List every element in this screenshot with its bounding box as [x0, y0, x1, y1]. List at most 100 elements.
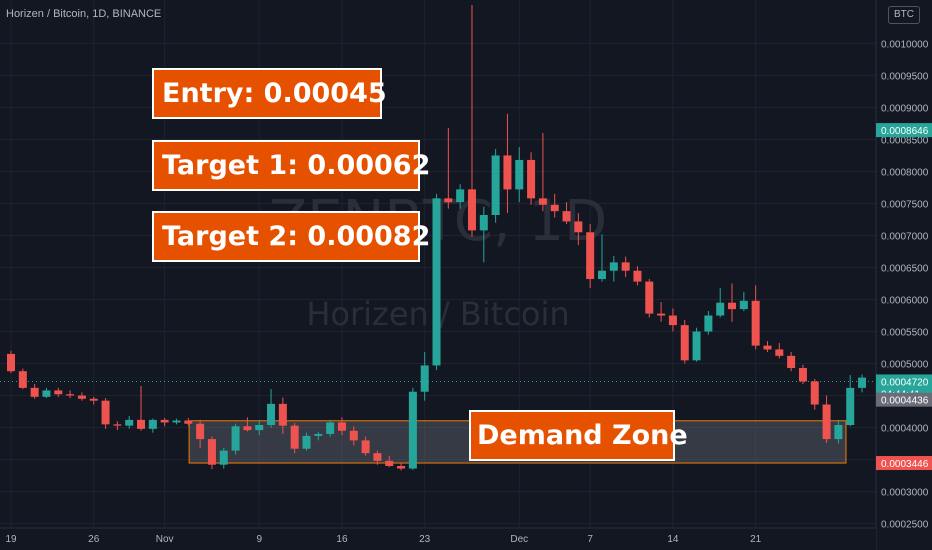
candle-body[interactable]: [763, 345, 772, 350]
candle-body[interactable]: [515, 159, 524, 190]
candle-body[interactable]: [137, 419, 146, 429]
candle-body[interactable]: [148, 419, 157, 429]
candle-body[interactable]: [858, 377, 867, 388]
candle-body[interactable]: [373, 453, 382, 461]
candle-body[interactable]: [243, 426, 252, 431]
candle-body[interactable]: [491, 155, 500, 215]
candle-body[interactable]: [621, 262, 630, 271]
candle-body[interactable]: [751, 300, 760, 346]
candle-body[interactable]: [503, 155, 512, 190]
time-tick-label: 16: [336, 534, 348, 545]
candle-body[interactable]: [160, 419, 169, 423]
candle-body[interactable]: [668, 315, 677, 326]
candle-body[interactable]: [479, 215, 488, 231]
price-tick-label: 0.0004000: [881, 424, 929, 435]
price-tick-label: 0.0009500: [881, 71, 929, 82]
candle-body[interactable]: [278, 403, 287, 426]
candle-body[interactable]: [586, 232, 595, 280]
price-tick-label: 0.0005500: [881, 328, 929, 339]
candle-body[interactable]: [432, 198, 441, 366]
candle-body[interactable]: [18, 371, 27, 388]
candle-body[interactable]: [349, 430, 358, 441]
candle-body[interactable]: [385, 460, 394, 466]
time-tick-label: 9: [256, 534, 262, 545]
target-1-annotation[interactable]: Target 1: 0.00062: [152, 140, 430, 191]
candle-body[interactable]: [775, 349, 784, 356]
candle-body[interactable]: [290, 425, 299, 449]
price-tick-label: 0.0006500: [881, 264, 929, 275]
candle-body[interactable]: [77, 395, 86, 399]
candle-body[interactable]: [314, 433, 323, 436]
candle-body[interactable]: [527, 159, 536, 199]
candle-body[interactable]: [397, 465, 406, 469]
candle-body[interactable]: [207, 439, 216, 465]
target-2-annotation[interactable]: Target 2: 0.00082: [152, 211, 430, 262]
candle-body[interactable]: [704, 315, 713, 332]
candle-body[interactable]: [361, 440, 370, 454]
candle-body[interactable]: [196, 423, 205, 440]
candle-body[interactable]: [798, 368, 807, 382]
candle-body[interactable]: [609, 262, 618, 271]
candle-body[interactable]: [113, 424, 122, 426]
price-tick-label: 0.0007000: [881, 231, 929, 242]
candle-body[interactable]: [267, 403, 276, 425]
candle-body[interactable]: [42, 390, 51, 397]
candle-body[interactable]: [822, 404, 831, 440]
candle-body[interactable]: [184, 420, 193, 424]
time-axis[interactable]: [0, 528, 876, 550]
candle-body[interactable]: [7, 353, 15, 372]
candle-body[interactable]: [30, 387, 39, 397]
currency-badge[interactable]: BTC: [888, 6, 920, 24]
candle-body[interactable]: [716, 302, 725, 316]
candle-body[interactable]: [680, 325, 689, 361]
candle-body[interactable]: [420, 365, 429, 392]
entry-annotation[interactable]: Entry: 0.00045: [152, 68, 387, 119]
candle-body[interactable]: [172, 420, 181, 423]
candle-body[interactable]: [739, 300, 748, 310]
price-tick-label: 0.0005000: [881, 360, 929, 371]
candle-body[interactable]: [54, 390, 63, 395]
candle-body[interactable]: [834, 425, 843, 440]
demand-zone-annotation[interactable]: Demand Zone: [469, 410, 688, 461]
price-label-box: [876, 123, 932, 138]
candle-body[interactable]: [101, 400, 110, 425]
time-tick-label: 7: [587, 534, 593, 545]
candle-body[interactable]: [302, 435, 311, 449]
candle-body[interactable]: [89, 398, 98, 401]
candle-body[interactable]: [787, 355, 796, 369]
candle-body[interactable]: [467, 189, 476, 231]
candle-body[interactable]: [456, 189, 465, 203]
candle-body[interactable]: [846, 387, 855, 425]
candle-body[interactable]: [219, 450, 228, 465]
candle-body[interactable]: [598, 270, 606, 280]
candle-body[interactable]: [66, 394, 75, 396]
candle-body[interactable]: [444, 198, 453, 203]
candle-body[interactable]: [657, 313, 666, 316]
candle-body[interactable]: [125, 419, 134, 426]
time-tick-label: Dec: [510, 534, 528, 545]
time-tick-label: 23: [419, 534, 431, 545]
symbol-title[interactable]: Horizen / Bitcoin, 1D, BINANCE: [6, 8, 162, 20]
candle-body[interactable]: [337, 422, 346, 431]
price-label-text: 0.0003446: [881, 459, 929, 470]
candle-body[interactable]: [408, 391, 417, 469]
candle-body[interactable]: [692, 331, 701, 361]
candle-body[interactable]: [562, 211, 571, 222]
candle-body[interactable]: [633, 270, 642, 282]
price-label-box: [876, 374, 932, 389]
candle-body[interactable]: [728, 302, 737, 310]
candle-body[interactable]: [574, 221, 583, 233]
candle-body[interactable]: [550, 204, 559, 212]
time-tick-label: 14: [667, 534, 679, 545]
price-label-text: 0.0004436: [881, 396, 929, 407]
candle-body[interactable]: [255, 425, 264, 431]
price-tick-label: 0.0003000: [881, 488, 929, 499]
candle-body[interactable]: [645, 281, 654, 314]
candle-body[interactable]: [326, 422, 335, 434]
candle-body[interactable]: [538, 198, 547, 205]
price-tick-label: 0.0007500: [881, 199, 929, 210]
candle-body[interactable]: [810, 381, 819, 405]
price-tick-label: 0.0008000: [881, 167, 929, 178]
candle-body[interactable]: [231, 426, 240, 451]
